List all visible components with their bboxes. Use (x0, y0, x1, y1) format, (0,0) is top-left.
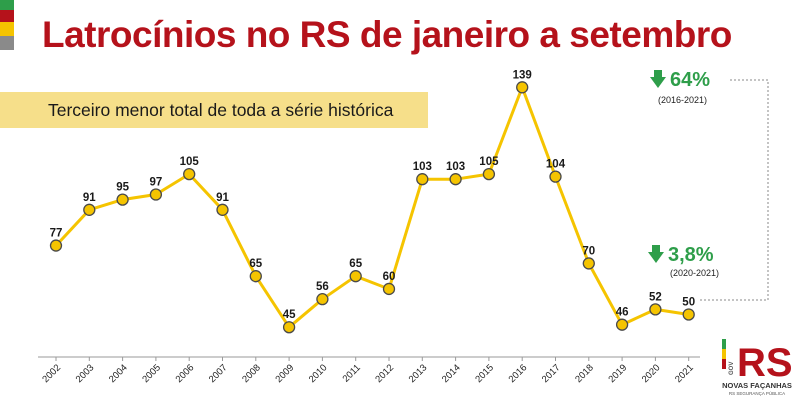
x-tick-label: 2015 (473, 362, 496, 385)
data-label: 105 (479, 156, 499, 168)
data-label: 95 (116, 182, 129, 194)
data-point (249, 270, 262, 283)
logo-line-2: RS SEGURANÇA PÚBLICA (728, 391, 786, 396)
flag-stripe-green (0, 0, 14, 10)
novas-facanhas-logo: GOV RS NOVAS FAÇANHAS RS SEGURANÇA PÚBLI… (722, 335, 793, 405)
stat-value: 3,8% (668, 244, 714, 266)
data-point (49, 239, 63, 252)
data-label: 60 (383, 271, 396, 283)
chart-subtitle: Terceiro menor total de toda a série his… (48, 100, 394, 120)
chart-title: Latrocínios no RS de janeiro a setembro (42, 14, 732, 55)
series-line (54, 85, 689, 329)
logo-vertical-text: GOV (729, 362, 735, 375)
arrow-down-icon (648, 245, 664, 263)
x-tick-label: 2009 (273, 362, 296, 385)
data-label: 70 (582, 245, 595, 257)
data-label: 105 (180, 156, 200, 168)
x-axis-ticks (55, 357, 690, 361)
data-label: 103 (446, 161, 465, 173)
x-tick-label: 2011 (341, 362, 363, 384)
data-point (516, 81, 529, 94)
x-tick-label: 2020 (640, 362, 663, 385)
stat-period: (2020-2021) (670, 268, 719, 278)
data-point (615, 318, 629, 331)
data-label: 104 (546, 159, 566, 171)
data-point (183, 167, 196, 181)
data-point (116, 193, 129, 206)
x-tick-label: 2006 (174, 362, 197, 385)
x-tick-label: 2021 (673, 362, 696, 385)
x-axis-labels: 2002 2003 2004 2005 2006 2007 2008 2009 2010 2011… (40, 362, 695, 385)
data-point (449, 173, 462, 186)
data-label: 139 (513, 69, 532, 81)
x-tick-label: 2012 (373, 362, 396, 385)
x-tick-label: 2019 (606, 362, 629, 385)
x-tick-label: 2013 (407, 362, 430, 385)
subtitle-banner (0, 92, 428, 128)
data-point (682, 308, 695, 321)
data-point (649, 303, 662, 316)
logo-line-1: NOVAS FAÇANHAS (722, 381, 792, 390)
stat-period: (2016-2021) (658, 95, 707, 105)
data-label: 46 (616, 307, 629, 319)
data-point (382, 282, 396, 296)
data-point (482, 167, 496, 181)
data-labels: 77 91 95 97 105 91 65 45 56 65 60 103 103 105 139 104 70… (50, 69, 695, 321)
data-label: 103 (413, 161, 432, 173)
x-tick-label: 2002 (40, 362, 63, 385)
data-label: 65 (349, 258, 362, 270)
data-label: 91 (216, 192, 229, 204)
stat-2016-2021: 64% (2016-2021) (650, 69, 710, 105)
stat-value: 64% (670, 69, 710, 91)
data-markers (49, 81, 695, 334)
data-point (282, 321, 296, 334)
x-tick-label: 2017 (540, 362, 563, 385)
flag-stripe-red (0, 10, 14, 22)
x-tick-label: 2010 (307, 362, 330, 385)
data-label: 50 (682, 296, 695, 308)
data-point (149, 188, 163, 201)
x-tick-label: 2008 (240, 362, 263, 385)
data-label: 56 (316, 281, 329, 293)
data-point (549, 170, 562, 183)
data-label: 52 (649, 291, 662, 303)
flag-stripe-yellow (0, 22, 14, 36)
data-label: 91 (83, 192, 96, 204)
x-tick-label: 2014 (440, 362, 463, 385)
data-point (83, 203, 96, 216)
data-label: 77 (50, 228, 63, 240)
logo-mark: RS (737, 341, 792, 381)
x-tick-label: 2004 (107, 362, 130, 385)
data-point (349, 270, 362, 283)
flag-stripe-gray (0, 36, 14, 50)
x-tick-label: 2018 (573, 362, 596, 385)
comparison-bracket (700, 79, 769, 301)
data-label: 65 (249, 258, 262, 270)
arrow-down-icon (650, 70, 666, 88)
x-tick-label: 2007 (207, 362, 230, 385)
x-tick-label: 2016 (507, 362, 530, 385)
data-point (416, 173, 429, 186)
data-label: 97 (150, 177, 163, 189)
data-point (216, 203, 229, 216)
x-tick-label: 2005 (140, 362, 163, 385)
data-point (316, 293, 329, 306)
data-label: 45 (283, 309, 296, 321)
data-point (582, 257, 595, 270)
stat-2020-2021: 3,8% (2020-2021) (648, 244, 719, 278)
x-tick-label: 2003 (74, 362, 97, 385)
